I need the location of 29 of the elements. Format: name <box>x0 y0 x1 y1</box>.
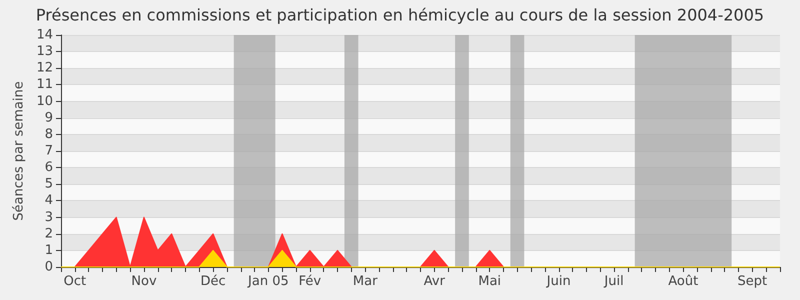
y-tick-label: 2 <box>44 226 53 242</box>
y-tick-label: 14 <box>36 28 53 42</box>
y-tick-label: 8 <box>44 126 53 142</box>
x-tick-label: Août <box>668 274 698 289</box>
y-tick-label: 3 <box>44 210 53 225</box>
x-tick-label: Déc <box>200 274 226 289</box>
y-tick-label: 1 <box>44 242 53 258</box>
x-tick-label: Mar <box>352 274 378 289</box>
x-tick-label: Jan 05 <box>247 274 289 289</box>
y-axis-title: Séances par semaine <box>12 81 27 221</box>
y-tick-label: 0 <box>44 260 53 274</box>
x-tick-label: Avr <box>424 274 446 289</box>
y-tick-label: 6 <box>44 160 53 176</box>
y-tick-label: 4 <box>44 193 53 208</box>
chart-title: Présences en commissions et participation en hémicycle au cours de la session 2004-2005 <box>36 6 764 24</box>
x-tick-label: Fév <box>298 274 322 289</box>
x-tick-label: Nov <box>131 274 157 289</box>
y-tick-label: 9 <box>44 110 53 126</box>
y-tick-label: 7 <box>44 144 53 158</box>
x-tick-label: Juin <box>546 274 571 289</box>
y-tick-label: 12 <box>36 60 53 76</box>
y-tick-label: 11 <box>36 77 53 92</box>
x-tick-label: Oct <box>64 274 86 289</box>
y-tick-label: 5 <box>44 176 53 192</box>
y-tick-label: 13 <box>36 44 53 60</box>
x-tick-label: Juil <box>603 274 624 289</box>
x-tick-label: Sept <box>738 274 768 289</box>
y-tick-label: 10 <box>36 94 53 109</box>
x-tick-label: Mai <box>478 274 502 289</box>
